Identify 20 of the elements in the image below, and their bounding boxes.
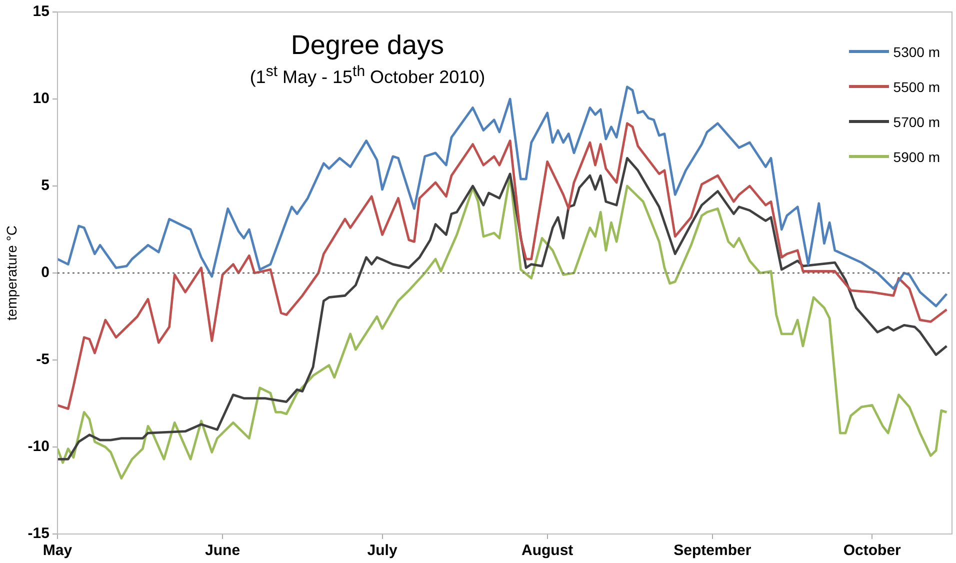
y-tick-label: 0 [41, 264, 50, 282]
text: Degree days [290, 30, 446, 61]
y-tick-label: -15 [28, 525, 50, 542]
x-tick-label: August [522, 542, 574, 560]
y-tick-label: -5 [36, 351, 50, 368]
y-tick-label: 5 [41, 177, 50, 194]
x-tick-label: June [205, 542, 240, 560]
x-tick-label: September [674, 542, 752, 560]
legend-label: 5500 m [893, 78, 940, 94]
legend-label: 5300 m [893, 44, 940, 60]
y-tick-label: 15 [32, 3, 50, 20]
x-tick-label: October [843, 542, 902, 560]
y-axis-title: temperature °C [3, 225, 20, 321]
text: (1$^{st}$ May - 15$^{th}$ October 2010) [248, 63, 486, 88]
y-tick-label: 10 [32, 90, 50, 108]
y-tick-label: -10 [28, 438, 50, 456]
x-tick-label: May [42, 542, 73, 560]
legend-label: 5700 m [893, 114, 940, 130]
legend-label: 5900 m [893, 148, 940, 164]
x-tick-label: July [367, 542, 398, 560]
